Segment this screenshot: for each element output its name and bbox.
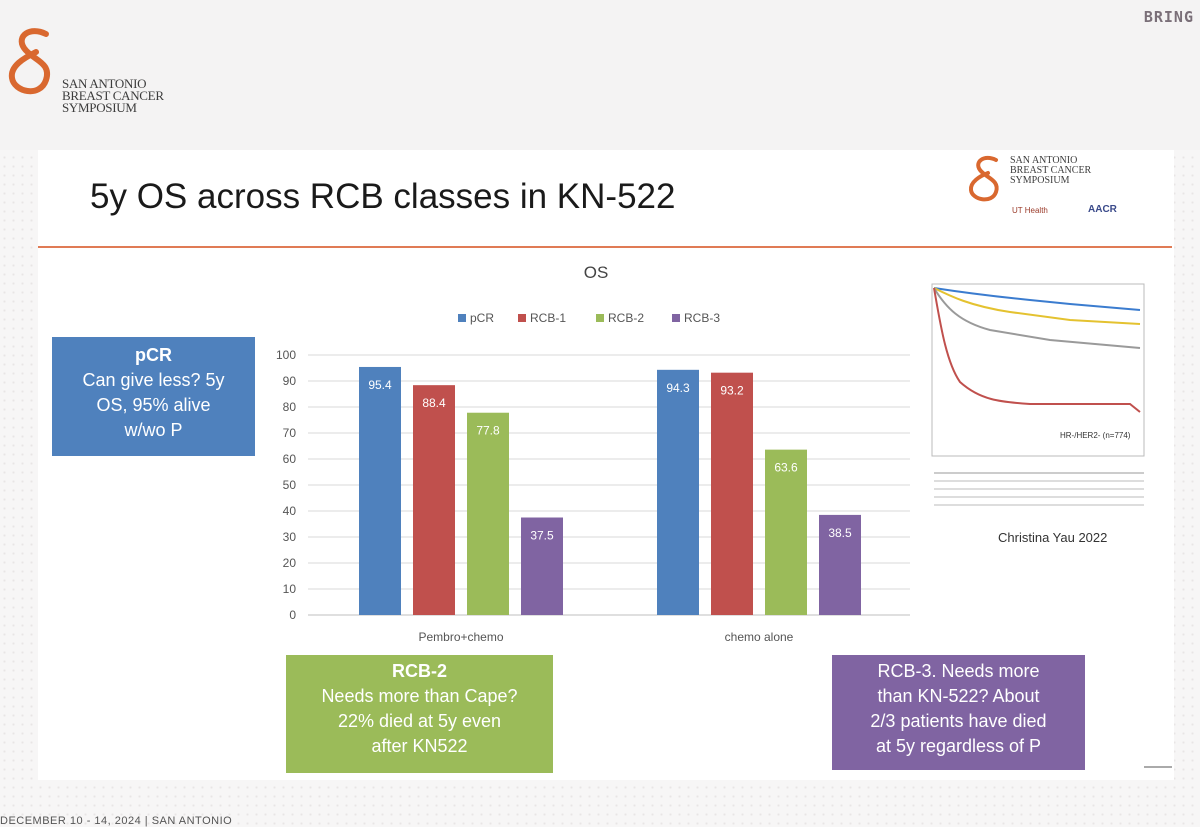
bar-data-label: 93.2 bbox=[720, 384, 744, 398]
bar-data-label: 95.4 bbox=[368, 378, 392, 392]
km-curve-rcb3 bbox=[933, 287, 1141, 413]
km-curve-rcb2 bbox=[933, 287, 1141, 349]
rcb3-callout-line-1: RCB-3. Needs more bbox=[877, 661, 1040, 681]
bar-rcb-2-chemo-alone bbox=[765, 449, 807, 615]
y-tick-label: 100 bbox=[276, 348, 296, 362]
slide-logo: SAN ANTONIO BREAST CANCER SYMPOSIUM UT H… bbox=[966, 154, 1126, 244]
logo-line-2: BREAST CANCER bbox=[62, 88, 164, 103]
legend-label-rcb-2: RCB-2 bbox=[608, 311, 644, 325]
sabcs-logo-text: SAN ANTONIO BREAST CANCER SYMPOSIUM bbox=[62, 76, 164, 115]
y-tick-label: 0 bbox=[289, 608, 296, 622]
chart-legend: pCR RCB-1 RCB-2 RCB-3 bbox=[458, 311, 720, 325]
slide-logo-line-1: SAN ANTONIO bbox=[1010, 155, 1078, 166]
km-plot-frame bbox=[931, 283, 1145, 457]
legend-label-rcb-1: RCB-1 bbox=[530, 311, 566, 325]
logo-line-1: SAN ANTONIO bbox=[62, 76, 147, 91]
bar-data-label: 94.3 bbox=[666, 381, 690, 395]
bar-data-label: 37.5 bbox=[530, 529, 554, 543]
bar-rcb-1-chemo-alone bbox=[711, 372, 753, 615]
y-tick-label: 40 bbox=[283, 504, 297, 518]
x-category-label: Pembro+chemo bbox=[418, 630, 503, 644]
bar-data-label: 63.6 bbox=[774, 461, 798, 475]
legend-swatch-rcb-3 bbox=[672, 314, 680, 322]
aacr-logo: AACR bbox=[1088, 204, 1117, 215]
rcb2-callout-head: RCB-2 bbox=[391, 661, 447, 681]
slide-logo-text: SAN ANTONIO BREAST CANCER SYMPOSIUM bbox=[1010, 156, 1091, 186]
km-curve-inset: HR-/HER2- (n=774) bbox=[931, 283, 1145, 506]
legend-label-rcb-3: RCB-3 bbox=[684, 311, 720, 325]
slide-logo-line-3: SYMPOSIUM bbox=[1010, 175, 1070, 186]
slide-logo-line-2: BREAST CANCER bbox=[1010, 165, 1092, 176]
slide-title: 5y OS across RCB classes in KN-522 bbox=[90, 177, 676, 216]
rcb2-callout-line-2: 22% died at 5y even bbox=[337, 711, 502, 731]
km-citation: Christina Yau 2022 bbox=[998, 530, 1108, 545]
corner-tag: BRING bbox=[1143, 8, 1194, 26]
legend-swatch-rcb-2 bbox=[596, 314, 604, 322]
bar-rcb-3-chemo-alone bbox=[819, 514, 861, 615]
pcr-callout-line-2: OS, 95% alive bbox=[96, 395, 211, 415]
bar-data-label: 38.5 bbox=[828, 526, 852, 540]
logo-line-3: SYMPOSIUM bbox=[62, 100, 137, 115]
bar-rcb-3-pembro-chemo bbox=[521, 517, 563, 615]
ut-health-logo: UT Health bbox=[1012, 206, 1048, 215]
km-curve-rcb1 bbox=[933, 287, 1141, 325]
y-tick-label: 60 bbox=[283, 452, 297, 466]
km-annotation: HR-/HER2- (n=774) bbox=[1060, 431, 1131, 440]
rcb3-callout-line-3: 2/3 patients have died bbox=[870, 711, 1047, 731]
y-tick-label: 70 bbox=[283, 426, 297, 440]
legend-swatch-rcb-1 bbox=[518, 314, 526, 322]
y-tick-label: 80 bbox=[283, 400, 297, 414]
y-tick-label: 30 bbox=[283, 530, 297, 544]
x-category-label: chemo alone bbox=[725, 630, 794, 644]
rcb2-callout-line-3: after KN522 bbox=[371, 736, 468, 756]
header-band bbox=[0, 0, 1200, 150]
x-axis: Pembro+chemo chemo alone bbox=[418, 630, 793, 644]
pcr-callout-head: pCR bbox=[135, 345, 172, 365]
bar-data-label: 88.4 bbox=[422, 396, 446, 410]
km-risk-table bbox=[934, 472, 1144, 506]
bar-pcr-chemo-alone bbox=[657, 369, 699, 615]
y-tick-label: 20 bbox=[283, 556, 297, 570]
rcb2-callout: RCB-2 Needs more than Cape? 22% died at … bbox=[286, 655, 553, 773]
sabcs-logo: SAN ANTONIO BREAST CANCER SYMPOSIUM bbox=[6, 22, 176, 126]
rcb3-callout: RCB-3. Needs more than KN-522? About 2/3… bbox=[832, 655, 1085, 770]
rcb3-callout-line-4: at 5y regardless of P bbox=[875, 736, 1042, 756]
chart-title: OS bbox=[584, 263, 609, 282]
sabcs-logo-mark bbox=[8, 28, 51, 94]
title-divider bbox=[38, 246, 1172, 248]
rcb2-callout-line-1: Needs more than Cape? bbox=[321, 686, 518, 706]
y-tick-label: 10 bbox=[283, 582, 297, 596]
slide-number-marker bbox=[1144, 766, 1172, 768]
bar-data-label: 77.8 bbox=[476, 424, 500, 438]
y-tick-label: 90 bbox=[283, 374, 297, 388]
pcr-callout: pCR Can give less? 5y OS, 95% alive w/wo… bbox=[52, 337, 255, 456]
slide-logo-mark bbox=[968, 155, 999, 202]
pcr-callout-line-1: Can give less? 5y bbox=[82, 370, 225, 390]
bar-pcr-pembro-chemo bbox=[359, 366, 401, 615]
y-tick-label: 50 bbox=[283, 478, 297, 492]
km-curve-pcr bbox=[933, 287, 1141, 311]
bar-rcb-2-pembro-chemo bbox=[467, 412, 509, 615]
rcb3-callout-line-2: than KN-522? About bbox=[877, 686, 1040, 706]
chart-gridlines bbox=[308, 354, 910, 616]
chart-bars: 95.4 88.4 77.8 37.5 94.3 93.2 63.6 38.5 bbox=[359, 366, 861, 615]
legend-swatch-pcr bbox=[458, 314, 466, 322]
bar-rcb-1-pembro-chemo bbox=[413, 385, 455, 615]
footer-text: DECEMBER 10 - 14, 2024 | SAN ANTONIO bbox=[0, 815, 233, 827]
pcr-callout-line-3: w/wo P bbox=[124, 420, 183, 440]
y-axis: 0 10 20 30 40 50 60 70 80 90 100 bbox=[276, 348, 296, 622]
legend-label-pcr: pCR bbox=[470, 311, 494, 325]
